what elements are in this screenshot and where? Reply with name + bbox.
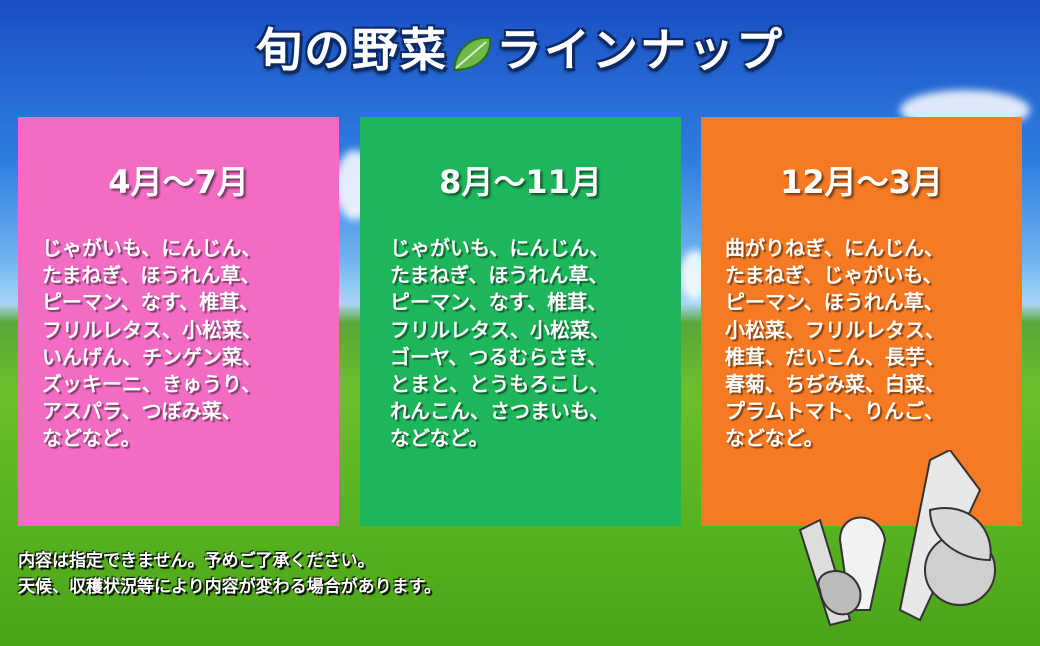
list-line: などなど。: [42, 426, 141, 451]
list-line: プラムトマト、りんご、: [725, 399, 944, 424]
list-line: などなど。: [390, 426, 489, 451]
list-line: 椎茸、だいこん、長芋、: [725, 344, 945, 369]
panel-aug-nov: 8月～11月 じゃがいも、にんじん、 たまねぎ、ほうれん草、 ピーマン、なす、椎茸、…: [360, 117, 681, 526]
vegetable-list: 曲がりねぎ、にんじん、 たまねぎ、じゃがいも、 ピーマン、ほうれん草、 小松菜、フリル…: [725, 235, 1012, 453]
list-line: たまねぎ、ほうれん草、: [390, 263, 609, 288]
list-line: 小松菜、フリルレタス、: [725, 317, 945, 342]
panel-heading: 8月～11月: [439, 163, 602, 201]
panel-dec-mar: 12月～3月 曲がりねぎ、にんじん、 たまねぎ、じゃがいも、 ピーマン、ほうれん草、…: [701, 117, 1022, 526]
list-line: れんこん、さつまいも、: [390, 399, 610, 424]
list-line: ゴーヤ、つるむらさき、: [390, 344, 607, 369]
list-line: フリルレタス、小松菜、: [390, 317, 610, 342]
vegetable-list: じゃがいも、にんじん、 たまねぎ、ほうれん草、 ピーマン、なす、椎茸、 フリルレタス、…: [42, 235, 329, 453]
vegetables-illustration: [798, 450, 996, 627]
list-line: たまねぎ、じゃがいも、: [725, 263, 943, 288]
list-line: フリルレタス、小松菜、: [42, 317, 262, 342]
list-line: たまねぎ、ほうれん草、: [42, 263, 261, 288]
list-line: とまと、とうもろこし、: [390, 372, 610, 397]
list-line: ピーマン、ほうれん草、: [725, 290, 944, 315]
list-line: ピーマン、なす、椎茸、: [42, 290, 260, 315]
disclaimer-line: 天候、収穫状況等により内容が変わる場合があります。: [18, 577, 441, 597]
leaf-icon: [452, 36, 492, 71]
page-title: 旬の野菜 ラインナップ: [0, 14, 1040, 80]
disclaimer-line: 内容は指定できません。予めご了承ください。: [18, 551, 375, 571]
panel-heading: 4月～7月: [108, 163, 249, 201]
list-line: じゃがいも、にんじん、: [42, 236, 262, 260]
list-line: 春菊、ちぢみ菜、白菜、: [725, 372, 945, 397]
panel-heading: 12月～3月: [780, 163, 943, 201]
list-line: いんげん、チンゲン菜、: [42, 344, 262, 369]
vegetable-list: じゃがいも、にんじん、 たまねぎ、ほうれん草、 ピーマン、なす、椎茸、 フリルレタス、…: [390, 235, 671, 453]
list-line: ズッキーニ、きゅうり、: [42, 372, 262, 397]
list-line: じゃがいも、にんじん、: [390, 236, 610, 260]
list-line: アスパラ、つぼみ菜、: [42, 399, 242, 424]
list-line: ピーマン、なす、椎茸、: [390, 290, 608, 315]
list-line: などなど。: [725, 426, 824, 451]
list-line: 曲がりねぎ、にんじん、: [725, 236, 944, 260]
panel-apr-jul: 4月～7月 じゃがいも、にんじん、 たまねぎ、ほうれん草、 ピーマン、なす、椎茸、フ…: [18, 117, 339, 526]
disclaimer: 内容は指定できません。予めご了承ください。 天候、収穫状況等により内容が変わる場…: [18, 548, 441, 600]
title-right: ラインナップ: [496, 23, 784, 77]
title-left: 旬の野菜: [256, 23, 448, 77]
